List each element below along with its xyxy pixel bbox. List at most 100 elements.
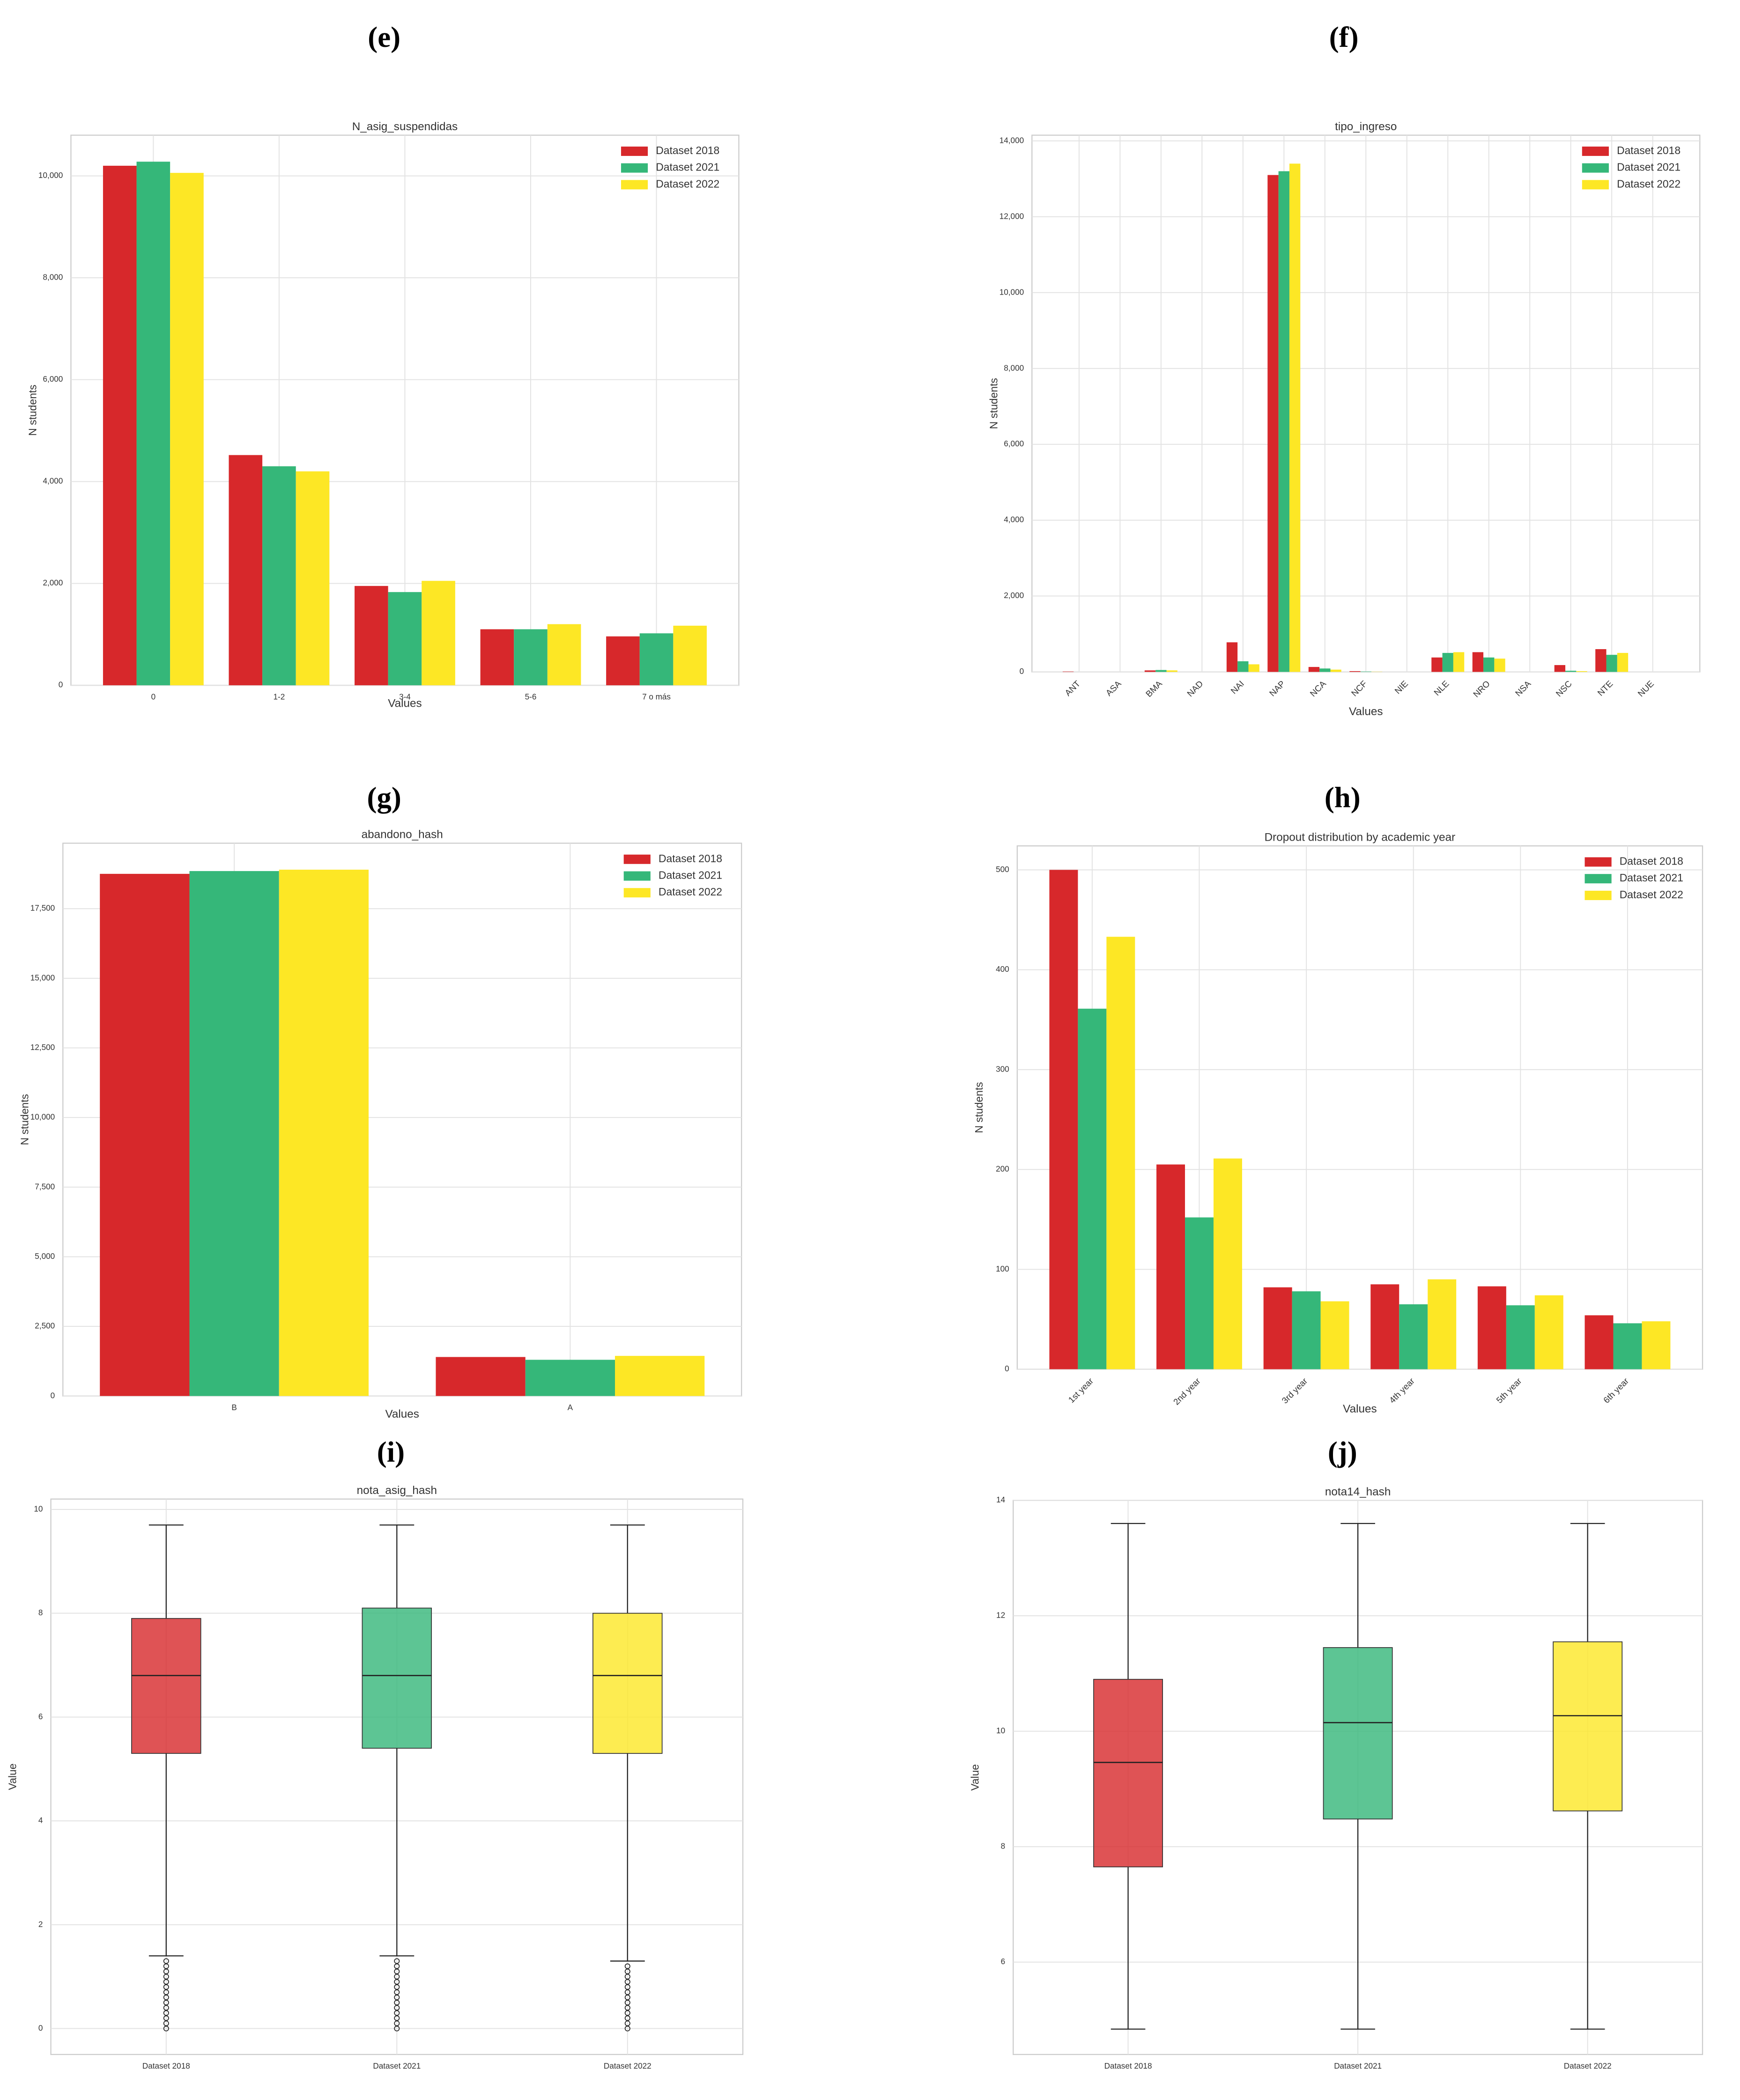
x-tick-label: B (231, 1403, 237, 1412)
bar (296, 471, 330, 686)
panel-label: (e) (368, 21, 400, 53)
bar (1185, 1217, 1214, 1369)
y-tick-label: 8 (1001, 1841, 1006, 1851)
bar (1267, 175, 1279, 672)
chart-title: Dropout distribution by academic year (1265, 831, 1456, 843)
panel-label: (g) (367, 781, 401, 813)
y-tick-label: 14 (996, 1495, 1006, 1504)
chart-title: N_asig_suspendidas (352, 120, 458, 133)
x-tick-label: NAD (1185, 679, 1205, 699)
x-tick-label: A (568, 1403, 573, 1412)
y-tick-label: 8,000 (1004, 363, 1024, 372)
bar (1292, 1291, 1321, 1369)
outlier (163, 1958, 169, 1964)
y-axis-label: Value (969, 1764, 981, 1791)
bar (615, 1356, 705, 1396)
legend-swatch (1585, 857, 1612, 867)
legend-label: Dataset 2022 (1620, 888, 1683, 901)
legend-swatch (1582, 146, 1609, 156)
x-tick-label: 3-4 (399, 692, 411, 701)
x-tick-label: NLE (1432, 679, 1451, 697)
y-tick-label: 8,000 (43, 273, 63, 282)
x-tick-label: ANT (1063, 679, 1082, 698)
outlier (624, 1963, 630, 1969)
bar (1248, 664, 1259, 672)
legend-label: Dataset 2018 (656, 144, 719, 156)
chart-title: nota_asig_hash (357, 1484, 437, 1497)
y-tick-label: 0 (38, 2023, 43, 2033)
bar (1349, 671, 1361, 672)
legend-label: Dataset 2021 (659, 869, 722, 881)
bar (1585, 1315, 1614, 1369)
bar (1370, 1284, 1399, 1369)
bar (100, 873, 190, 1396)
bar (1453, 652, 1465, 672)
legend-swatch (621, 163, 648, 173)
legend-label: Dataset 2018 (1620, 855, 1683, 867)
legend-swatch (1585, 890, 1612, 900)
box (131, 1618, 201, 1754)
x-axis-label: Values (1343, 1403, 1377, 1415)
y-tick-label: 100 (996, 1264, 1009, 1273)
bar (639, 633, 674, 686)
y-tick-label: 2,000 (1004, 591, 1024, 600)
bar (1606, 655, 1617, 672)
y-tick-label: 10 (34, 1504, 43, 1514)
x-tick-label: NIE (1392, 679, 1410, 696)
legend-swatch (1582, 163, 1609, 173)
bar (170, 173, 204, 686)
bar (1565, 671, 1577, 672)
bar (525, 1360, 615, 1396)
x-tick-label: 4th year (1387, 1376, 1416, 1405)
x-tick-label: 6th year (1601, 1376, 1630, 1405)
y-axis-label: N students (973, 1082, 985, 1133)
y-tick-label: 2,500 (35, 1321, 55, 1331)
y-tick-label: 2 (38, 1919, 43, 1929)
box (1093, 1679, 1163, 1868)
bar (547, 624, 581, 686)
panel-label: (f) (1329, 21, 1359, 53)
bar (1534, 1295, 1563, 1369)
bar (1226, 642, 1238, 672)
bar (1320, 1301, 1349, 1369)
bar (1319, 668, 1331, 672)
bar (1106, 937, 1135, 1369)
bar (673, 625, 707, 686)
x-tick-label: NUE (1636, 679, 1656, 699)
bar (514, 629, 548, 686)
y-tick-label: 14,000 (1000, 135, 1024, 145)
bar (1613, 1323, 1642, 1369)
legend-label: Dataset 2022 (659, 886, 722, 898)
x-tick-label: NAP (1267, 679, 1287, 698)
y-tick-label: 7,500 (35, 1182, 55, 1191)
x-tick-label: NTE (1595, 679, 1614, 698)
bar (1049, 870, 1078, 1369)
legend-label: Dataset 2021 (1617, 161, 1681, 173)
bar (1494, 658, 1505, 672)
x-tick-label: 7 o más (642, 692, 671, 701)
y-tick-label: 10 (996, 1726, 1005, 1735)
box (362, 1607, 432, 1749)
x-tick-label: 0 (151, 692, 156, 701)
y-tick-label: 0 (1020, 666, 1024, 676)
bar (1330, 669, 1341, 672)
bar (279, 869, 369, 1396)
x-tick-label: Dataset 2021 (373, 2061, 421, 2070)
y-tick-label: 10,000 (30, 1112, 55, 1122)
y-tick-label: 200 (996, 1164, 1009, 1174)
bar (1617, 653, 1629, 672)
legend-label: Dataset 2022 (1617, 177, 1681, 190)
panel-label: (i) (377, 1435, 405, 1468)
y-tick-label: 4 (38, 1816, 43, 1825)
legend-label: Dataset 2021 (656, 161, 719, 173)
y-tick-label: 10,000 (1000, 287, 1024, 296)
bar (1576, 671, 1587, 672)
bar (1431, 657, 1443, 672)
bar (606, 636, 640, 686)
y-axis-label: Value (7, 1763, 19, 1790)
x-tick-label: NAI (1229, 679, 1246, 696)
bar (1155, 670, 1167, 672)
y-tick-label: 2,000 (43, 578, 63, 587)
bar (1308, 667, 1320, 672)
x-axis-label: Values (385, 1408, 419, 1420)
